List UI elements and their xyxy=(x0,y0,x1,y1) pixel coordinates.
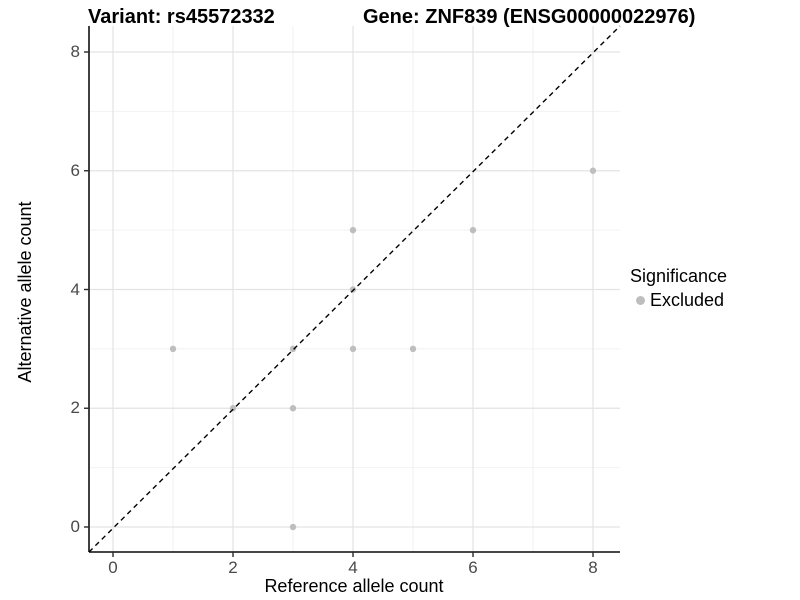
data-point xyxy=(469,226,477,234)
legend: Significance Excluded xyxy=(630,266,727,311)
y-tick-label: 2 xyxy=(70,398,80,418)
data-point xyxy=(289,405,297,412)
data-point xyxy=(289,523,297,531)
data-point xyxy=(169,345,177,353)
data-point xyxy=(229,405,237,412)
data-point xyxy=(409,345,417,353)
y-axis-title: Alternative allele count xyxy=(15,201,35,383)
y-tick-label: 4 xyxy=(70,279,80,299)
legend-items: Excluded xyxy=(630,290,727,311)
data-point xyxy=(289,345,297,353)
legend-item-label: Excluded xyxy=(650,290,725,310)
y-tick-label: 0 xyxy=(70,517,80,536)
legend-item-excluded: Excluded xyxy=(636,290,727,311)
x-tick-label: 0 xyxy=(108,558,118,577)
legend-title: Significance xyxy=(630,266,728,286)
x-tick-label: 6 xyxy=(468,558,478,577)
identity-line xyxy=(88,25,621,553)
y-tick-label: 8 xyxy=(70,42,80,61)
data-point xyxy=(349,226,357,234)
x-tick-label: 2 xyxy=(228,558,238,577)
x-tick-label: 4 xyxy=(348,558,358,577)
data-point xyxy=(589,167,597,174)
plot-title-variant: Variant: rs45572332 xyxy=(88,6,275,28)
plot-title-gene: Gene: ZNF839 (ENSG00000022976) xyxy=(363,6,696,28)
x-axis-title: Reference allele count xyxy=(264,576,444,596)
data-point xyxy=(349,345,357,353)
legend-point-icon xyxy=(636,296,645,305)
y-tick-label: 6 xyxy=(70,160,80,180)
x-tick-label: 8 xyxy=(588,558,598,577)
